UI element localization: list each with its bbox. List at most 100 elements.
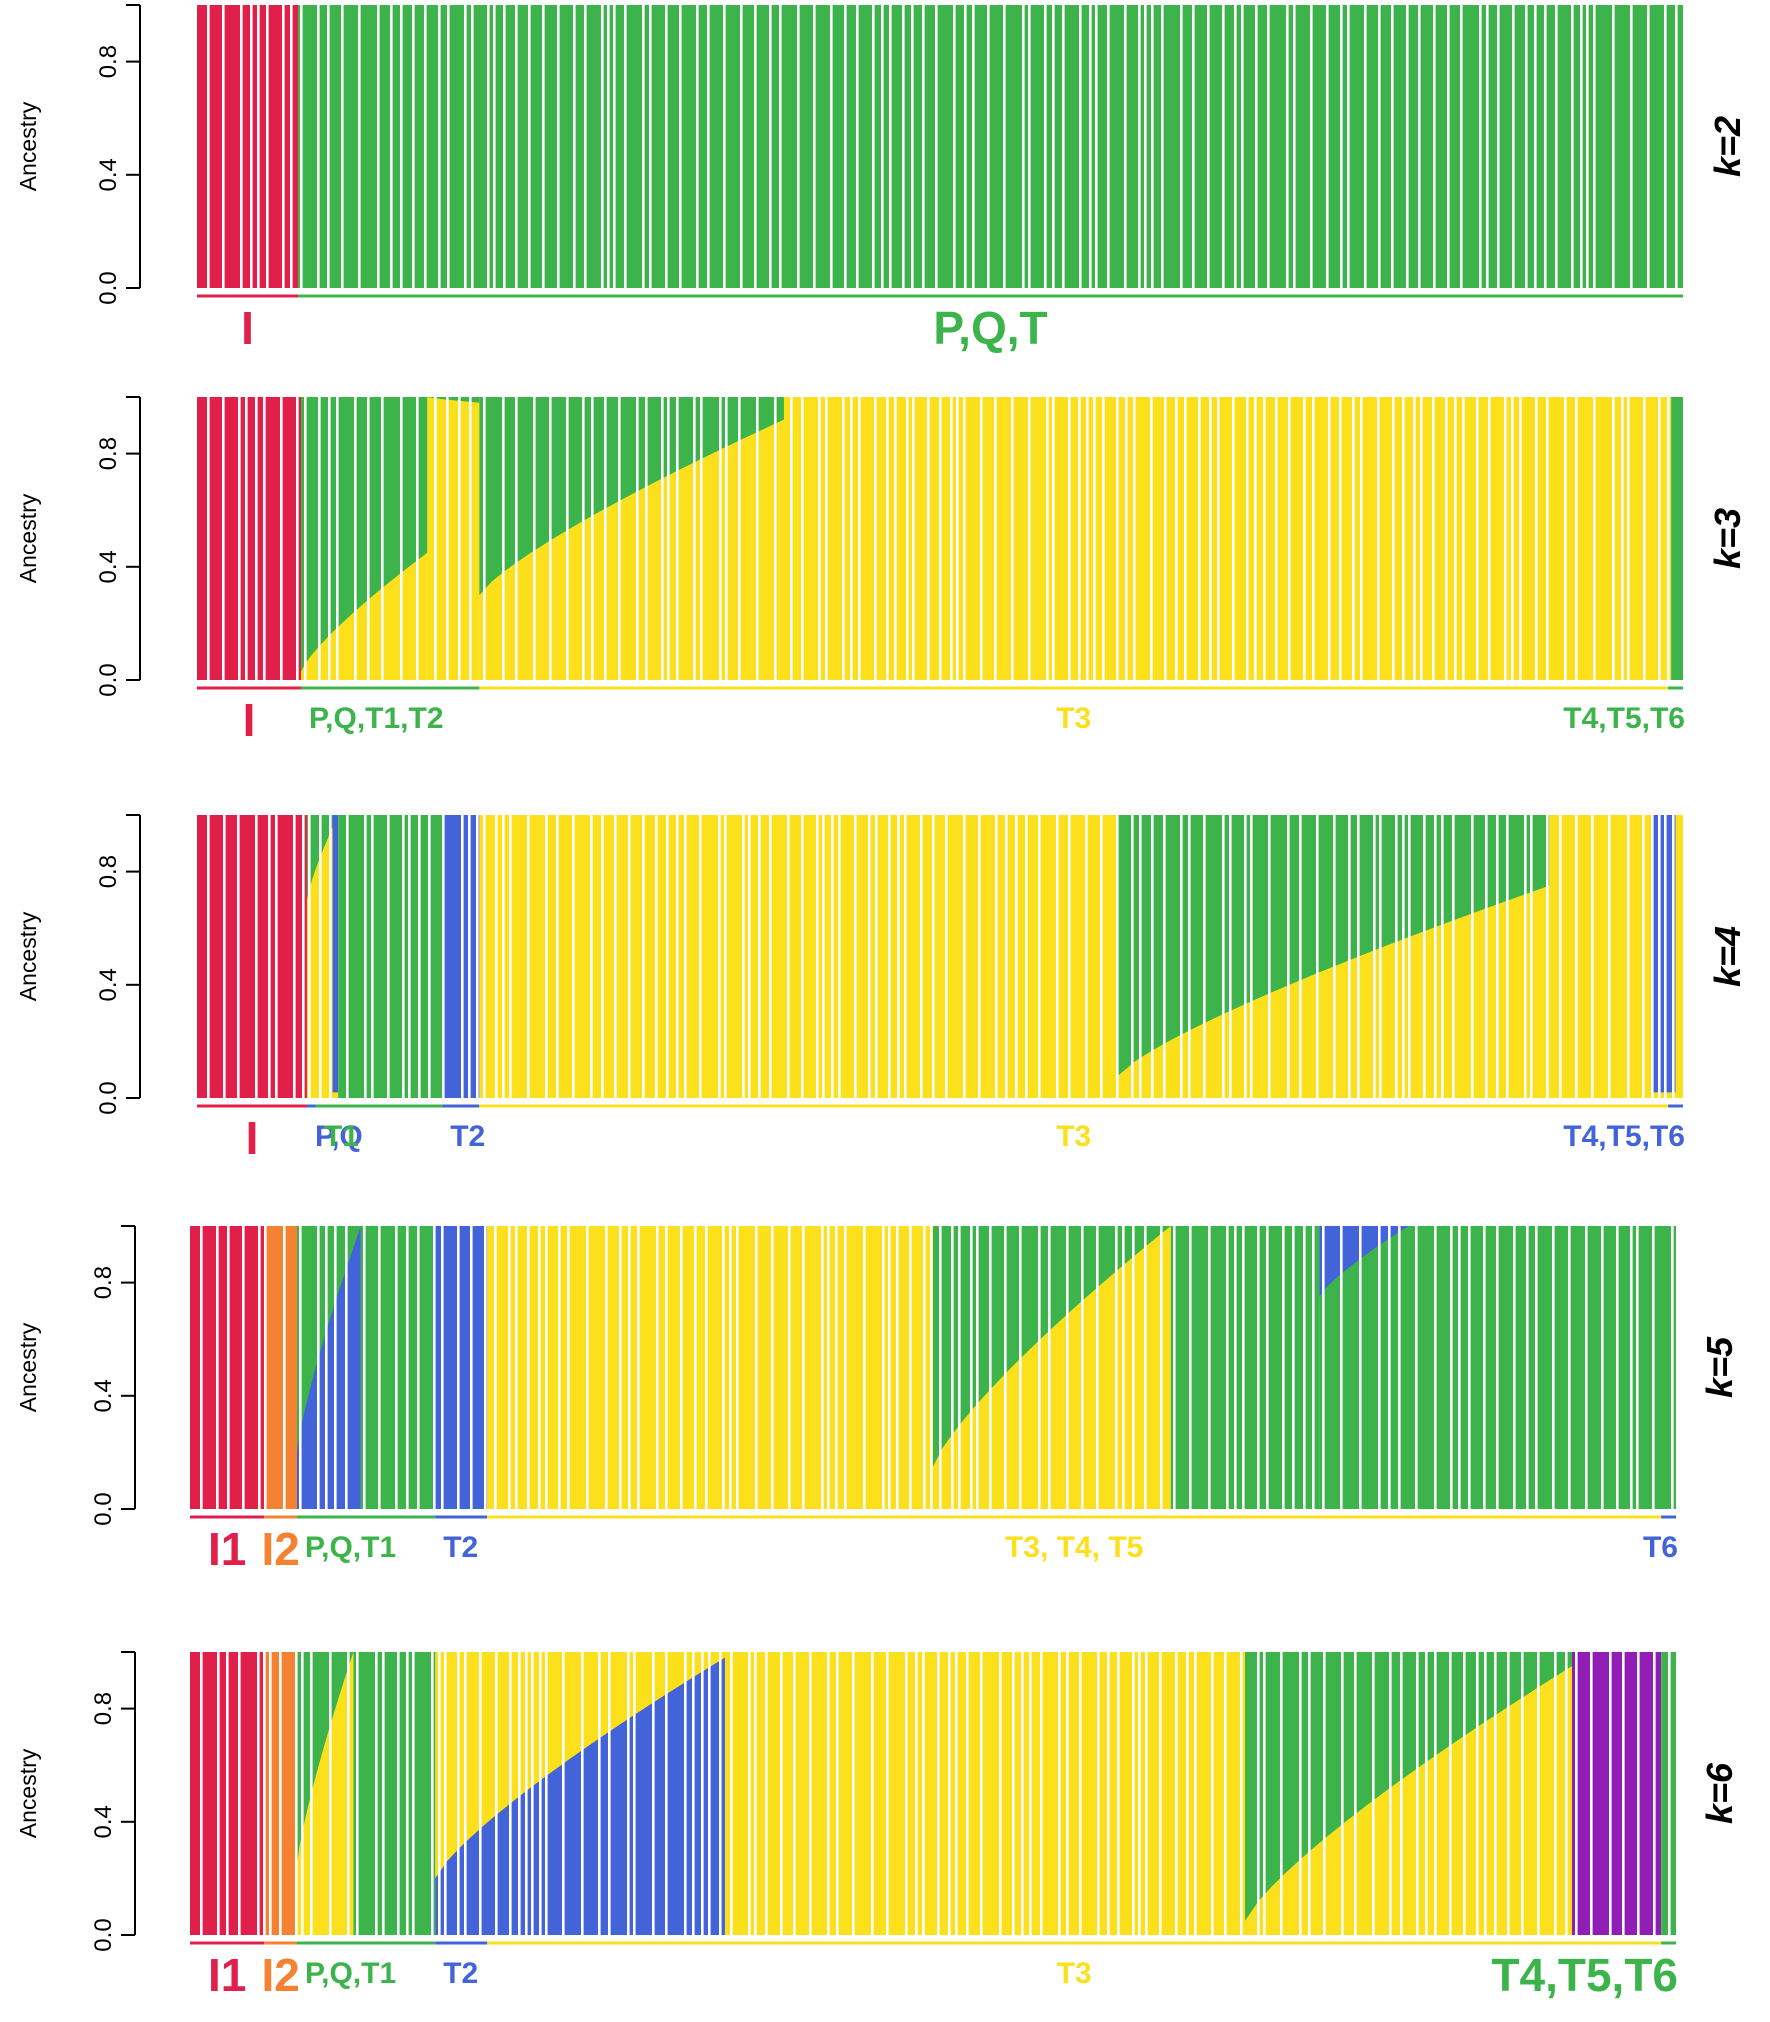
- sample-gap: [317, 1226, 320, 1509]
- sample-gap: [1449, 1652, 1452, 1935]
- sample-gap: [1476, 397, 1479, 680]
- sample-gap: [494, 1226, 497, 1509]
- sample-gap: [382, 1652, 385, 1935]
- sample-gap: [266, 5, 269, 288]
- ancestry-bar: [435, 1226, 488, 1509]
- ancestry-share: [933, 1226, 1171, 1467]
- group-label: T3: [1056, 702, 1091, 735]
- sample-gap: [515, 5, 518, 288]
- group-label: I2: [261, 1523, 299, 1575]
- sample-gap: [955, 1652, 958, 1935]
- sample-gap: [601, 5, 604, 288]
- ancestry-share: [1245, 1652, 1572, 1921]
- sample-gap: [1198, 397, 1201, 680]
- sample-gaps: [207, 815, 1675, 1098]
- sample-gap: [956, 397, 959, 680]
- ancestry-segment: [264, 1226, 297, 1509]
- sample-gap: [545, 1652, 548, 1935]
- sample-gap: [656, 1226, 659, 1509]
- sample-gap: [533, 397, 536, 680]
- sample-gap: [528, 5, 531, 288]
- sample-gap: [329, 1652, 332, 1935]
- sample-gap: [304, 397, 307, 680]
- ancestry-segment: [306, 815, 339, 1098]
- sample-gap: [1441, 815, 1444, 1098]
- sample-gap: [1471, 815, 1474, 1098]
- sample-gap: [1519, 397, 1522, 680]
- sample-gap: [904, 815, 907, 1098]
- sample-gap: [882, 1226, 885, 1509]
- ancestry-segment: [1671, 397, 1683, 680]
- sample-gap: [1254, 397, 1257, 680]
- sample-gap: [1552, 1226, 1555, 1509]
- sample-gap: [1479, 5, 1482, 288]
- group-label: T4,T5,T6: [1563, 702, 1685, 735]
- sample-gap: [255, 815, 258, 1098]
- sample-gap: [1257, 1226, 1260, 1509]
- sample-gap: [495, 815, 498, 1098]
- sample-gap: [562, 1652, 565, 1935]
- y-tick-label: 0.0: [95, 271, 122, 304]
- sample-gap: [1504, 397, 1507, 680]
- group-label: T3, T4, T5: [1005, 1531, 1143, 1564]
- y-axis: 0.0 0.4 0.8 Ancestry: [15, 1651, 136, 1952]
- ancestry-bar: [197, 5, 299, 288]
- sample-gap: [1015, 815, 1018, 1098]
- sample-gap: [424, 5, 427, 288]
- sample-gap: [566, 397, 569, 680]
- sample-gap: [1530, 815, 1533, 1098]
- sample-gap: [994, 397, 997, 680]
- sample-gap: [1423, 815, 1426, 1098]
- sample-gap: [1378, 5, 1381, 288]
- sample-gap: [1434, 1652, 1437, 1935]
- sample-gap: [242, 1226, 245, 1509]
- y-axis-label: Ancestry: [15, 1748, 41, 1838]
- sample-gap: [1115, 1226, 1118, 1509]
- sample-gap: [438, 5, 441, 288]
- ancestry-segment: [487, 1226, 933, 1509]
- ancestry-bar: [442, 815, 480, 1098]
- sample-gap: [508, 1226, 511, 1509]
- sample-gap: [279, 1652, 282, 1935]
- sample-gap: [1286, 5, 1289, 288]
- sample-gap: [1293, 5, 1296, 288]
- ancestry-segment: [1571, 1652, 1662, 1935]
- sample-gap: [216, 1226, 219, 1509]
- sample-gap: [1565, 1652, 1568, 1935]
- sample-gap: [1506, 815, 1509, 1098]
- sample-gap: [1668, 1652, 1671, 1935]
- sample-gap: [1637, 1652, 1640, 1935]
- group-label: I1: [208, 1523, 246, 1575]
- sample-gap: [381, 397, 384, 680]
- sample-gap: [237, 815, 240, 1098]
- sample-gap: [282, 5, 285, 288]
- y-tick-label: 0.8: [90, 1692, 117, 1725]
- sample-gap: [363, 1226, 366, 1509]
- sample-gap: [527, 815, 530, 1098]
- sample-gap: [245, 397, 248, 680]
- sample-gap: [1078, 397, 1081, 680]
- sample-gap: [868, 815, 871, 1098]
- sample-gap: [1555, 5, 1558, 288]
- sample-gap: [1232, 397, 1235, 680]
- ancestry-bar: [1408, 1226, 1676, 1509]
- sample-gap: [300, 5, 303, 288]
- sample-gap: [1096, 1226, 1099, 1509]
- sample-gap: [1575, 397, 1578, 680]
- sample-gap: [1400, 1652, 1403, 1935]
- sample-gap: [1524, 815, 1527, 1098]
- sample-gap: [1392, 397, 1395, 680]
- sample-gap: [417, 1226, 420, 1509]
- sample-gap: [227, 1226, 230, 1509]
- sample-gap: [469, 397, 472, 680]
- group-label: P,Q,T: [933, 302, 1047, 354]
- sample-gap: [377, 5, 380, 288]
- ancestry-segment: [724, 1652, 1246, 1935]
- sample-gap: [441, 1226, 444, 1509]
- sample-gap: [1483, 1226, 1486, 1509]
- sample-gap: [827, 1652, 830, 1935]
- sample-gap: [1348, 815, 1351, 1098]
- sample-gap: [347, 1652, 350, 1935]
- sample-gap: [1328, 397, 1331, 680]
- sample-gap: [412, 1652, 415, 1935]
